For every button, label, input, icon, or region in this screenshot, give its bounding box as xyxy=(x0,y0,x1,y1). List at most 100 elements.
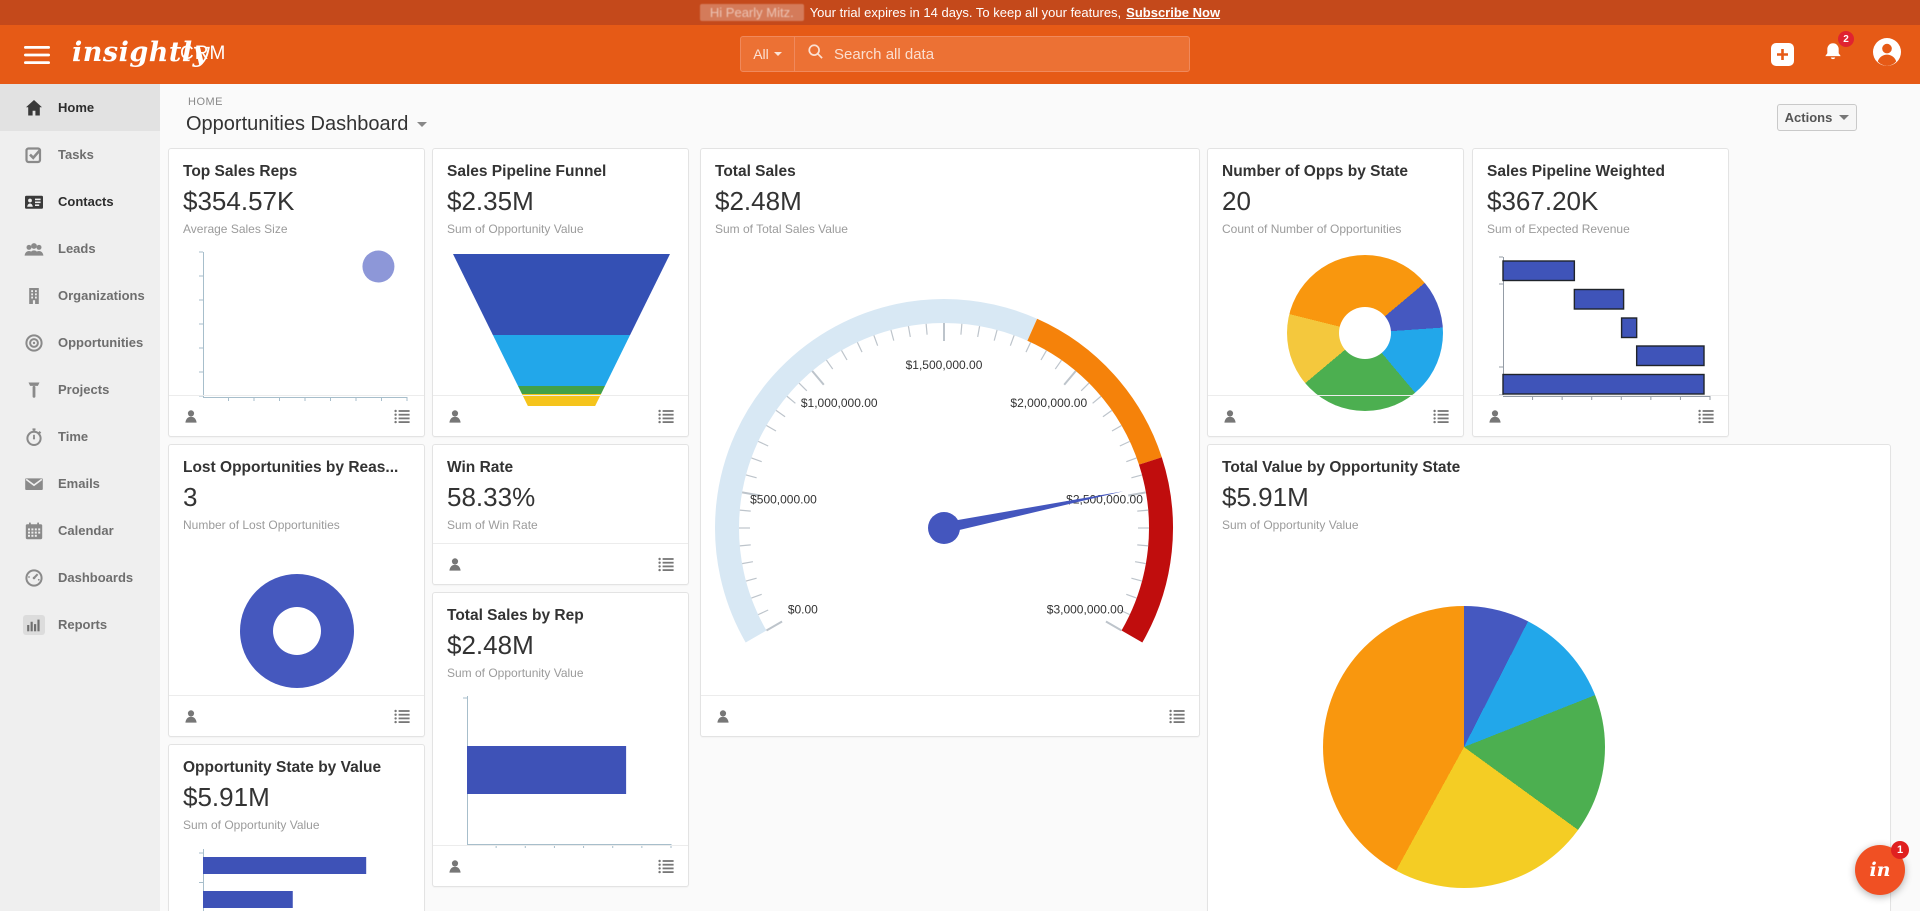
pie-hole xyxy=(1339,307,1391,359)
actions-button[interactable]: Actions xyxy=(1777,104,1857,131)
subscribe-now-link[interactable]: Subscribe Now xyxy=(1126,5,1221,20)
card-total-value-by-opportunity-state: Total Value by Opportunity State $5.91M Su… xyxy=(1207,444,1891,911)
view-list-icon[interactable] xyxy=(1169,709,1185,724)
card-subtitle: Number of Lost Opportunities xyxy=(183,518,340,532)
card-title: Number of Opps by State xyxy=(1222,163,1409,180)
insightly-logo[interactable]: insightly xyxy=(72,37,209,68)
notifications-button[interactable]: 2 xyxy=(1822,31,1854,69)
card-title: Sales Pipeline Funnel xyxy=(447,163,607,180)
total-sales-by-rep-chart xyxy=(463,696,672,848)
card-metric-value: $367.20K xyxy=(1487,186,1599,216)
card-subtitle: Sum of Expected Revenue xyxy=(1487,222,1630,236)
sidebar-item-home[interactable]: Home xyxy=(0,84,160,131)
card-total-sales-by-rep: Total Sales by Rep $2.48M Sum of Opportuni… xyxy=(432,592,689,887)
quick-add-button[interactable] xyxy=(1771,43,1794,66)
card-subtitle: Count of Number of Opportunities xyxy=(1222,222,1402,236)
card-title: Win Rate xyxy=(447,459,514,476)
sidebar-item-opportunities[interactable]: Opportunities xyxy=(0,319,160,366)
owner-person-icon[interactable] xyxy=(1222,409,1238,424)
view-list-icon[interactable] xyxy=(658,409,674,424)
card-subtitle: Sum of Opportunity Value xyxy=(183,818,320,832)
search-scope-dropdown[interactable]: All xyxy=(741,37,795,71)
sidebar-item-time[interactable]: Time xyxy=(0,413,160,460)
chat-launcher-button[interactable]: in 1 xyxy=(1855,841,1909,895)
card-subtitle: Sum of Total Sales Value xyxy=(715,222,848,236)
card-footer xyxy=(1208,395,1463,436)
svg-text:$0.00: $0.00 xyxy=(788,603,818,617)
owner-person-icon[interactable] xyxy=(183,409,199,424)
view-list-icon[interactable] xyxy=(394,409,410,424)
sidebar-item-label: Reports xyxy=(58,617,108,632)
projects-icon xyxy=(23,380,45,400)
sidebar-item-dashboards[interactable]: Dashboards xyxy=(0,554,160,601)
sidebar-item-label: Organizations xyxy=(58,288,145,303)
sidebar-item-label: Home xyxy=(58,100,95,115)
sidebar-item-reports[interactable]: Reports xyxy=(0,601,160,648)
view-list-icon[interactable] xyxy=(394,709,410,724)
sidebar-item-emails[interactable]: Emails xyxy=(0,460,160,507)
sidebar-item-organizations[interactable]: Organizations xyxy=(0,272,160,319)
calendar-icon xyxy=(23,521,45,541)
card-footer xyxy=(169,395,424,436)
product-name: CRM xyxy=(180,43,227,64)
card-win-rate: Win Rate 58.33% Sum of Win Rate xyxy=(432,444,689,585)
card-title: Opportunity State by Value xyxy=(183,759,382,776)
sidebar-item-leads[interactable]: Leads xyxy=(0,225,160,272)
svg-text:$1,500,000.00: $1,500,000.00 xyxy=(906,358,983,372)
total-sales-chart: $0.00 $500,000.00 $1,000,000.00 $1,500,000.… xyxy=(715,299,1173,643)
dashboards-icon xyxy=(23,568,45,588)
search-icon xyxy=(807,43,824,65)
card-title: Total Sales xyxy=(715,163,796,180)
profile-avatar[interactable] xyxy=(1872,37,1902,72)
svg-text:$2,500,000.00: $2,500,000.00 xyxy=(1066,493,1143,507)
owner-person-icon[interactable] xyxy=(447,557,463,572)
sales-pipeline-weighted-chart xyxy=(1499,256,1711,400)
sidebar-item-tasks[interactable]: Tasks xyxy=(0,131,160,178)
header-actions: 2 xyxy=(1771,25,1902,84)
view-list-icon[interactable] xyxy=(658,859,674,874)
owner-person-icon[interactable] xyxy=(447,409,463,424)
card-metric-value: 58.33% xyxy=(447,482,536,512)
card-metric-value: $5.91M xyxy=(1222,482,1309,512)
chevron-down-icon xyxy=(773,52,782,56)
sidebar-item-label: Contacts xyxy=(58,194,114,209)
hamburger-menu-icon[interactable] xyxy=(24,45,50,70)
contacts-icon xyxy=(23,192,45,212)
sidebar-item-label: Dashboards xyxy=(58,570,134,585)
opportunity-state-by-value-chart xyxy=(199,849,367,911)
insightly-chat-icon: in xyxy=(1869,859,1891,881)
owner-person-icon[interactable] xyxy=(447,859,463,874)
leads-icon xyxy=(23,239,45,259)
search-field xyxy=(795,37,1189,71)
owner-person-icon[interactable] xyxy=(183,709,199,724)
card-title: Lost Opportunities by Reas... xyxy=(183,459,399,476)
card-lost-opportunities-by-reas: Lost Opportunities by Reas... 3 Number of … xyxy=(168,444,425,737)
view-list-icon[interactable] xyxy=(658,557,674,572)
sidebar-item-label: Opportunities xyxy=(58,335,144,350)
card-opportunity-state-by-value: Opportunity State by Value $5.91M Sum of O… xyxy=(168,744,425,911)
card-metric-value: $2.48M xyxy=(715,186,802,216)
sidebar-item-contacts[interactable]: Contacts xyxy=(0,178,160,225)
card-subtitle: Average Sales Size xyxy=(183,222,288,236)
card-footer xyxy=(169,695,424,736)
trial-message: Your trial expires in 14 days. To keep a… xyxy=(809,5,1122,20)
trial-banner: Hi Pearly Mitz. Your trial expires in 14… xyxy=(0,0,1920,25)
top-navbar: insightly CRM All 2 xyxy=(0,25,1920,84)
global-search: All xyxy=(740,36,1190,72)
owner-person-icon[interactable] xyxy=(715,709,731,724)
search-scope-label: All xyxy=(753,46,769,62)
view-list-icon[interactable] xyxy=(1698,409,1714,424)
sidebar-item-label: Projects xyxy=(58,382,110,397)
page-title[interactable]: Opportunities Dashboard xyxy=(186,113,428,136)
sidebar-item-projects[interactable]: Projects xyxy=(0,366,160,413)
sidebar-item-calendar[interactable]: Calendar xyxy=(0,507,160,554)
organizations-icon xyxy=(23,286,45,306)
breadcrumb: HOME xyxy=(188,96,223,108)
search-input[interactable] xyxy=(834,45,1177,63)
total-value-by-opportunity-state-chart xyxy=(1323,606,1605,888)
owner-person-icon[interactable] xyxy=(1487,409,1503,424)
card-title: Top Sales Reps xyxy=(183,163,298,180)
view-list-icon[interactable] xyxy=(1433,409,1449,424)
card-top-sales-reps: Top Sales Reps $354.57K Average Sales Size xyxy=(168,148,425,437)
